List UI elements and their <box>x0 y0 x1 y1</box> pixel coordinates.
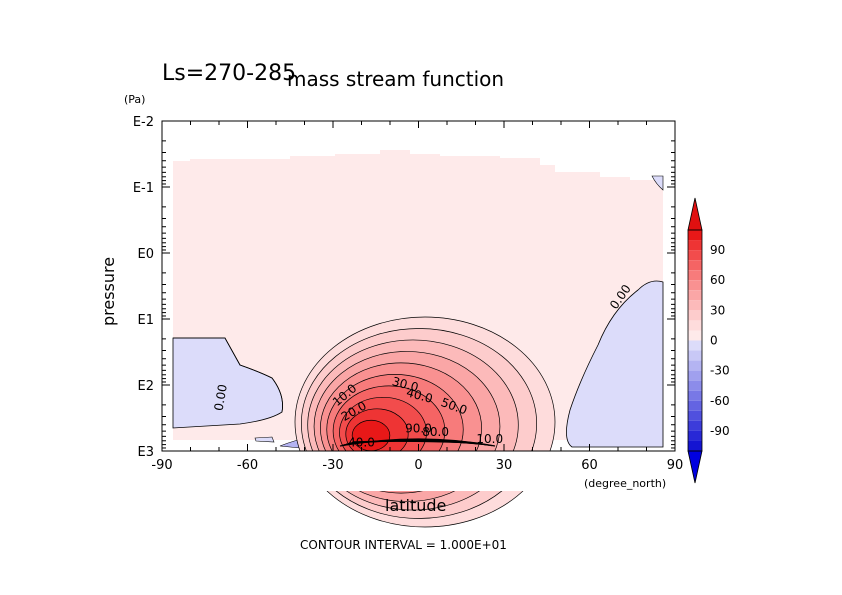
colorbar-tick-label: 60 <box>710 273 725 287</box>
colorbar-swatch <box>688 260 702 271</box>
x-unit-label: (degree_north) <box>584 477 666 490</box>
y-axis-label: pressure <box>99 257 118 326</box>
colorbar-swatch <box>688 290 702 301</box>
colorbar-swatch <box>688 430 702 441</box>
contour-fills <box>160 150 680 528</box>
colorbar-swatch <box>688 300 702 311</box>
contour-label: 40.0 <box>405 385 434 405</box>
colorbar-swatch <box>688 330 702 341</box>
axes: -90 -60 -30 0 30 60 90 E-2 E-1 E0 E1 E2 E3 <box>133 115 683 473</box>
colorbar-swatch <box>688 270 702 281</box>
y-tick-label: E-1 <box>133 181 154 196</box>
y-tick-label: E1 <box>138 313 155 328</box>
colorbar-over-arrow <box>687 197 703 231</box>
contour-label: 80.0 <box>422 425 449 439</box>
contour-interval-note: CONTOUR INTERVAL = 1.000E+01 <box>300 538 507 552</box>
x-tick-label: 0 <box>414 458 422 473</box>
colorbar-swatch <box>688 400 702 411</box>
below-surface-mask <box>160 451 680 491</box>
x-axis-label: latitude <box>385 496 446 515</box>
y-unit-label: (Pa) <box>124 93 145 106</box>
y-tick-label: E3 <box>138 445 155 460</box>
colorbar-swatch <box>688 250 702 261</box>
colorbar-swatch <box>688 370 702 381</box>
contour-label: 0.00 <box>212 383 230 412</box>
colorbar-tick-label: -60 <box>710 394 730 408</box>
colorbar-tick-label: 0 <box>710 334 718 348</box>
y-tick-label: E2 <box>138 379 155 394</box>
colorbar-swatch <box>688 440 702 451</box>
colorbar-swatch <box>688 410 702 421</box>
x-tick-label: -90 <box>151 458 172 473</box>
colorbar-swatch <box>688 350 702 361</box>
colorbar-frame <box>687 229 703 452</box>
region-positive-background <box>173 150 663 440</box>
colorbar-tick-label: -30 <box>710 364 730 378</box>
contour-label: 30.0 <box>391 374 420 394</box>
colorbar-swatch <box>688 420 702 431</box>
zero-contour-south <box>173 337 283 413</box>
colorbar-tick-label: 90 <box>710 243 725 257</box>
colorbar-swatch <box>688 340 702 351</box>
colorbar-tick-label: -90 <box>710 424 730 438</box>
x-tick-label: -60 <box>237 458 258 473</box>
contour-label: 40.0 <box>348 435 375 449</box>
colorbar-swatch <box>688 310 702 321</box>
region-negative-surface-2 <box>254 436 275 443</box>
contour-label: 10.0 <box>476 432 503 446</box>
y-tick-label: E-2 <box>133 115 154 130</box>
contour-label: 90.0 <box>405 422 432 436</box>
colorbar-swatch <box>688 380 702 391</box>
x-tick-label: 30 <box>496 458 513 473</box>
chart-subtitle: Ls=270-285 <box>162 61 296 86</box>
region-negative-north <box>566 280 664 448</box>
colorbar-swatch <box>688 390 702 401</box>
colorbar-swatch <box>688 360 702 371</box>
contour-lines <box>173 337 496 447</box>
region-negative-top <box>651 175 664 191</box>
y-tick-label: E0 <box>138 247 155 262</box>
colorbar: 90 60 30 0 -30 -60 -90 <box>687 197 730 484</box>
surface-contour-line <box>353 440 475 444</box>
colorbar-under-arrow <box>687 450 703 484</box>
colorbar-swatch <box>688 240 702 251</box>
x-tick-label: -30 <box>322 458 343 473</box>
x-tick-label: 90 <box>667 458 684 473</box>
colorbar-swatch <box>688 230 702 241</box>
chart-title: mass stream function <box>287 67 504 91</box>
colorbar-tick-label: 30 <box>710 303 725 317</box>
x-tick-label: 60 <box>581 458 598 473</box>
colorbar-swatch <box>688 320 702 331</box>
colorbar-swatch <box>688 280 702 291</box>
